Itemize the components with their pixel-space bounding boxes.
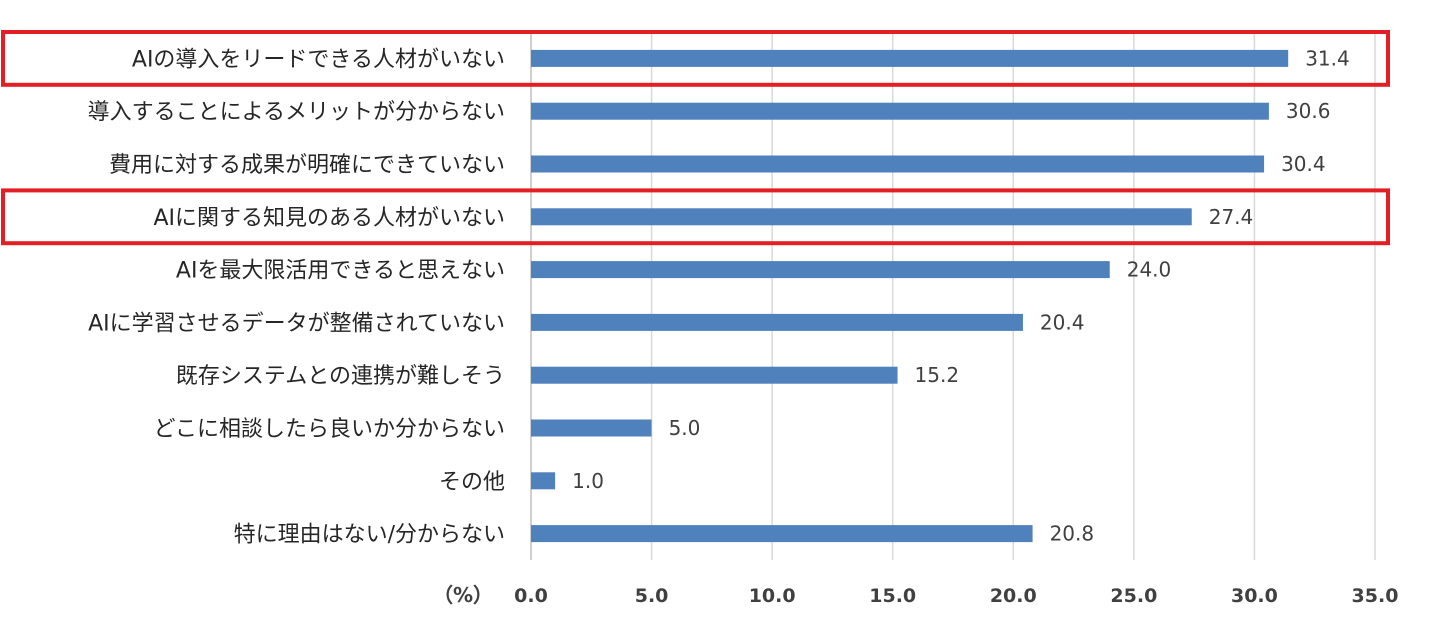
highlight-box (1, 188, 1390, 246)
bars (531, 49, 1289, 543)
category-label: どこに相談したら良いか分からない (154, 417, 505, 442)
bar (531, 525, 1033, 543)
x-tick-label: 20.0 (990, 585, 1037, 607)
value-label: 30.6 (1286, 99, 1331, 123)
category-label: AIに学習させるデータが整備されていない (88, 311, 505, 336)
category-label: AIの導入をリードできる人材がいない (132, 47, 505, 72)
x-tick-label: 30.0 (1231, 585, 1278, 607)
value-label: 24.0 (1127, 258, 1172, 282)
x-tick-label: 15.0 (869, 585, 916, 607)
x-tick-label: 25.0 (1110, 585, 1157, 607)
value-label: 31.4 (1305, 46, 1350, 70)
category-label: AIに関する知見のある人材がいない (153, 206, 505, 231)
bar (531, 208, 1192, 226)
unit-label: （%） (433, 583, 493, 607)
x-tick-label: 10.0 (749, 585, 796, 607)
bar (531, 313, 1023, 331)
bar (531, 49, 1289, 67)
highlight-boxes (1, 30, 1390, 246)
x-tick-label: 0.0 (514, 585, 548, 607)
category-label: 導入することによるメリットが分からない (88, 100, 505, 125)
value-label: 5.0 (669, 416, 701, 440)
category-label: AIを最大限活用できると思えない (176, 259, 505, 284)
bar (531, 472, 556, 490)
value-labels: 31.4 30.6 30.4 27.4 24.0 20.4 15.2 5.0 1.0 20.8 (572, 46, 1350, 545)
category-label: 特に理由はない/分からない (234, 523, 505, 548)
bar (531, 155, 1265, 173)
bar (531, 102, 1269, 120)
value-label: 27.4 (1209, 205, 1254, 229)
x-tick-label: 5.0 (635, 585, 669, 607)
bar (531, 419, 652, 437)
bar (531, 261, 1110, 279)
category-label: 費用に対する成果が明確にできていない (109, 153, 505, 178)
x-axis-tick-labels: 0.0 5.0 10.0 15.0 20.0 25.0 30.0 35.0 (514, 585, 1398, 607)
value-label: 1.0 (572, 469, 604, 493)
highlight-box (1, 30, 1390, 87)
value-label: 20.4 (1040, 310, 1085, 334)
value-label: 30.4 (1281, 152, 1326, 176)
value-label: 20.8 (1050, 522, 1095, 546)
x-tick-label: 35.0 (1352, 585, 1399, 607)
category-label: その他 (439, 470, 505, 495)
bar (531, 366, 898, 384)
value-label: 15.2 (915, 363, 960, 387)
category-labels: AIの導入をリードできる人材がいない導入することによるメリットが分からない費用に… (88, 47, 505, 547)
category-label: 既存システムとの連携が難しそう (176, 364, 505, 389)
